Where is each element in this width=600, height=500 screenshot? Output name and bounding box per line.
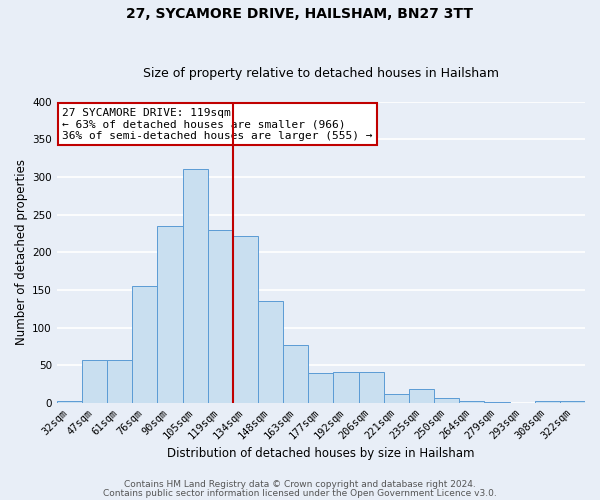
Bar	[107, 360, 132, 403]
Bar	[208, 230, 233, 403]
Bar	[384, 394, 409, 403]
Bar	[233, 236, 258, 403]
Bar	[334, 372, 359, 403]
Bar	[535, 400, 560, 403]
Bar	[484, 402, 509, 403]
Bar	[308, 373, 334, 403]
Bar	[258, 301, 283, 403]
Bar	[409, 388, 434, 403]
Text: Contains HM Land Registry data © Crown copyright and database right 2024.: Contains HM Land Registry data © Crown c…	[124, 480, 476, 489]
Text: 27 SYCAMORE DRIVE: 119sqm
← 63% of detached houses are smaller (966)
36% of semi: 27 SYCAMORE DRIVE: 119sqm ← 63% of detac…	[62, 108, 373, 140]
Bar	[57, 400, 82, 403]
Bar	[560, 400, 585, 403]
Bar	[182, 168, 208, 403]
Y-axis label: Number of detached properties: Number of detached properties	[15, 159, 28, 345]
X-axis label: Distribution of detached houses by size in Hailsham: Distribution of detached houses by size …	[167, 447, 475, 460]
Bar	[157, 226, 182, 403]
Bar	[434, 398, 459, 403]
Title: Size of property relative to detached houses in Hailsham: Size of property relative to detached ho…	[143, 66, 499, 80]
Bar	[82, 360, 107, 403]
Bar	[359, 372, 384, 403]
Bar	[459, 400, 484, 403]
Text: 27, SYCAMORE DRIVE, HAILSHAM, BN27 3TT: 27, SYCAMORE DRIVE, HAILSHAM, BN27 3TT	[127, 8, 473, 22]
Text: Contains public sector information licensed under the Open Government Licence v3: Contains public sector information licen…	[103, 488, 497, 498]
Bar	[283, 345, 308, 403]
Bar	[132, 286, 157, 403]
